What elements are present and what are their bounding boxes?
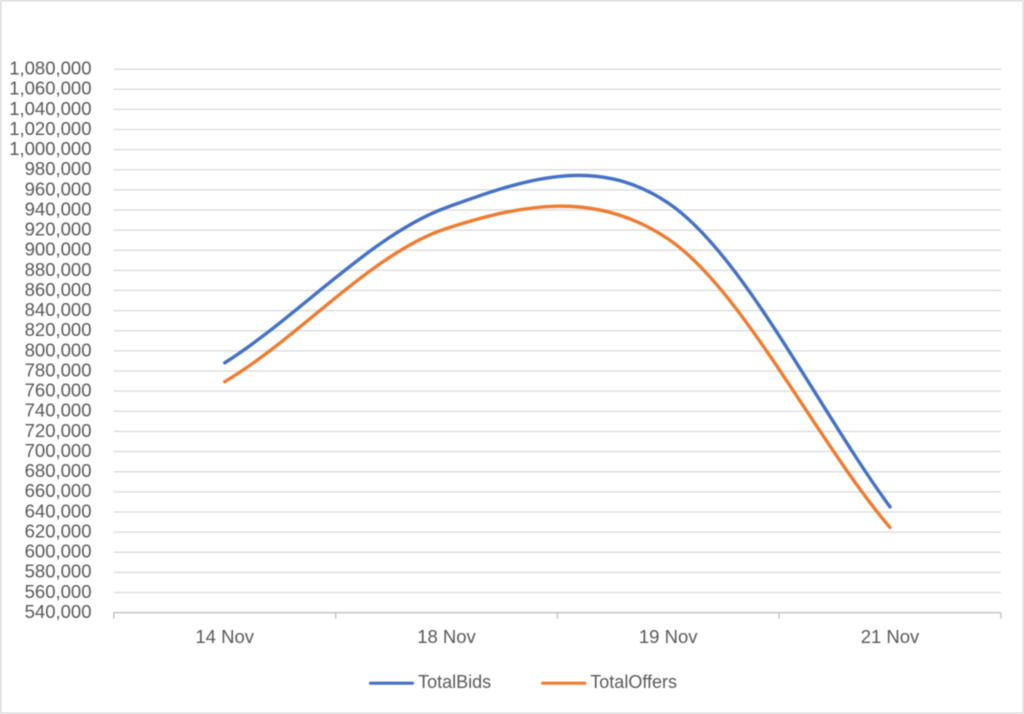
svg-text:940,000: 940,000 <box>25 198 92 219</box>
svg-text:TotalOffers: TotalOffers <box>590 672 677 692</box>
svg-text:TotalBids: TotalBids <box>418 672 491 692</box>
svg-text:860,000: 860,000 <box>25 279 92 300</box>
svg-text:18 Nov: 18 Nov <box>417 626 476 647</box>
svg-text:1,020,000: 1,020,000 <box>9 118 91 139</box>
svg-text:560,000: 560,000 <box>25 581 92 602</box>
svg-text:1,060,000: 1,060,000 <box>9 78 91 99</box>
svg-text:780,000: 780,000 <box>25 359 92 380</box>
svg-text:1,000,000: 1,000,000 <box>9 138 91 159</box>
svg-text:700,000: 700,000 <box>25 440 92 461</box>
svg-text:840,000: 840,000 <box>25 299 92 320</box>
svg-text:640,000: 640,000 <box>25 500 92 521</box>
svg-text:760,000: 760,000 <box>25 380 92 401</box>
svg-text:980,000: 980,000 <box>25 158 92 179</box>
svg-text:1,080,000: 1,080,000 <box>9 58 91 79</box>
svg-text:740,000: 740,000 <box>25 400 92 421</box>
svg-text:620,000: 620,000 <box>25 520 92 541</box>
svg-text:14 Nov: 14 Nov <box>195 626 254 647</box>
svg-text:21 Nov: 21 Nov <box>861 626 920 647</box>
svg-text:900,000: 900,000 <box>25 239 92 260</box>
svg-text:680,000: 680,000 <box>25 460 92 481</box>
svg-text:960,000: 960,000 <box>25 178 92 199</box>
svg-text:800,000: 800,000 <box>25 339 92 360</box>
svg-text:540,000: 540,000 <box>25 601 92 622</box>
svg-text:600,000: 600,000 <box>25 541 92 562</box>
svg-text:820,000: 820,000 <box>25 319 92 340</box>
svg-text:580,000: 580,000 <box>25 561 92 582</box>
svg-text:880,000: 880,000 <box>25 259 92 280</box>
svg-text:1,040,000: 1,040,000 <box>9 98 91 119</box>
svg-text:660,000: 660,000 <box>25 480 92 501</box>
svg-text:19 Nov: 19 Nov <box>639 626 698 647</box>
svg-text:720,000: 720,000 <box>25 420 92 441</box>
svg-text:920,000: 920,000 <box>25 219 92 240</box>
